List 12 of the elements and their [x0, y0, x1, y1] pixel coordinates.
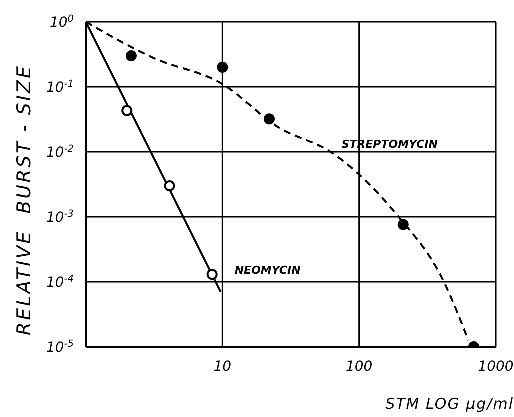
y-axis-title: RELATIVE BURST - SIZE — [14, 64, 36, 336]
x-axis-title: STM LOG µg/ml — [386, 395, 514, 413]
y-tick-label: 10$^{-3}$ — [46, 208, 74, 226]
y-tick-label: 10$^{-1}$ — [46, 78, 74, 96]
series-label: NEOMYCIN — [234, 264, 301, 278]
y-tick-label: 10$^{-5}$ — [46, 338, 74, 356]
y-tick-label: 10$^{-4}$ — [46, 274, 74, 291]
x-tick-label: 10 — [214, 359, 232, 375]
x-tick-label: 1000 — [478, 359, 514, 375]
x-tick-label: 100 — [346, 359, 373, 375]
y-tick-label: 10$^{-2}$ — [46, 144, 74, 161]
y-tick-label: 10$^{0}$ — [50, 14, 74, 31]
